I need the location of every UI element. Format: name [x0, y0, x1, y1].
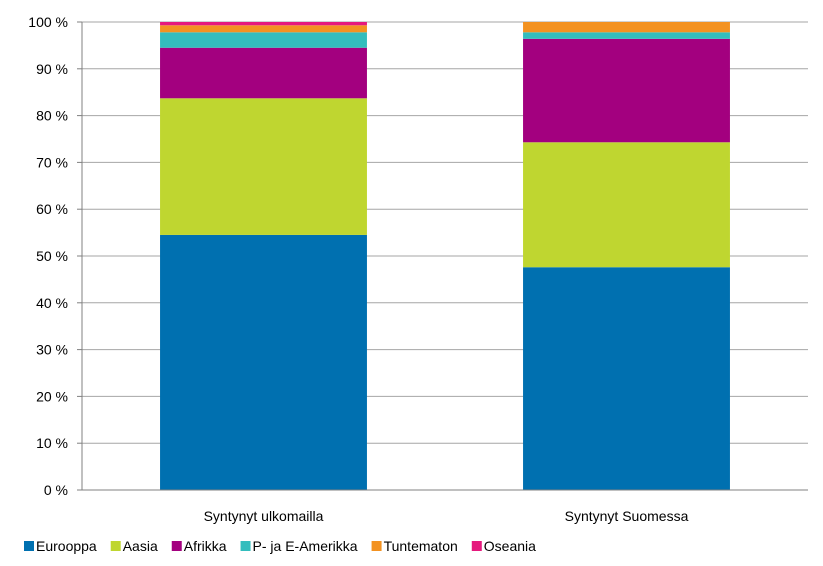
legend-item: Tuntematon [371, 538, 458, 554]
bar-segment [523, 22, 730, 33]
legend-label: Eurooppa [36, 538, 97, 554]
y-tick-label: 70 % [36, 154, 68, 170]
legend-label: Aasia [123, 538, 158, 554]
y-tick-label: 10 % [36, 435, 68, 451]
bar-segment [523, 142, 730, 268]
bar-segment [523, 38, 730, 143]
x-tick-label: Syntynyt ulkomailla [204, 508, 324, 524]
legend-swatch [24, 541, 34, 551]
y-tick-label: 0 % [44, 482, 68, 498]
legend-item: Oseania [471, 538, 536, 554]
legend-label: Tuntematon [384, 538, 458, 554]
y-tick-label: 50 % [36, 248, 68, 264]
bar-segment [160, 47, 367, 99]
legend-label: Afrikka [184, 538, 227, 554]
y-tick-label: 100 % [28, 14, 68, 30]
legend-swatch [171, 541, 182, 551]
bar-segment [160, 32, 367, 48]
bar-segment [160, 22, 367, 26]
bars [160, 22, 730, 490]
legend-swatch [240, 541, 251, 551]
bar-segment [160, 25, 367, 33]
legend-swatch [471, 541, 482, 551]
bar-segment [160, 234, 367, 490]
y-tick-label: 60 % [36, 201, 68, 217]
y-tick-label: 20 % [36, 388, 68, 404]
x-tick-label: Syntynyt Suomessa [565, 508, 689, 524]
legend-item: Eurooppa [24, 538, 97, 554]
legend-item: P- ja E-Amerikka [240, 538, 358, 554]
y-tick-label: 90 % [36, 61, 68, 77]
legend-swatch [371, 541, 382, 551]
legend-swatch [110, 541, 121, 551]
y-tick-labels: 0 % 10 % 20 % 30 % 40 % 50 % 60 % 70 % 80 % 90 % 1… [28, 14, 68, 498]
axes [77, 21, 808, 491]
y-tick-label: 80 % [36, 108, 68, 124]
legend-item: Aasia [110, 538, 158, 554]
legend: Eurooppa Aasia Afrikka P- ja E-Amerikka Tunt… [24, 538, 536, 554]
legend-label: P- ja E-Amerikka [253, 538, 358, 554]
bar-segment [160, 98, 367, 235]
legend-label: Oseania [484, 538, 536, 554]
y-tick-label: 30 % [36, 342, 68, 358]
y-tick-label: 40 % [36, 295, 68, 311]
x-tick-labels: Syntynyt ulkomailla Syntynyt Suomessa [204, 508, 689, 524]
bar-segment [523, 267, 730, 490]
bar-segment [523, 32, 730, 39]
legend-item: Afrikka [171, 538, 227, 554]
